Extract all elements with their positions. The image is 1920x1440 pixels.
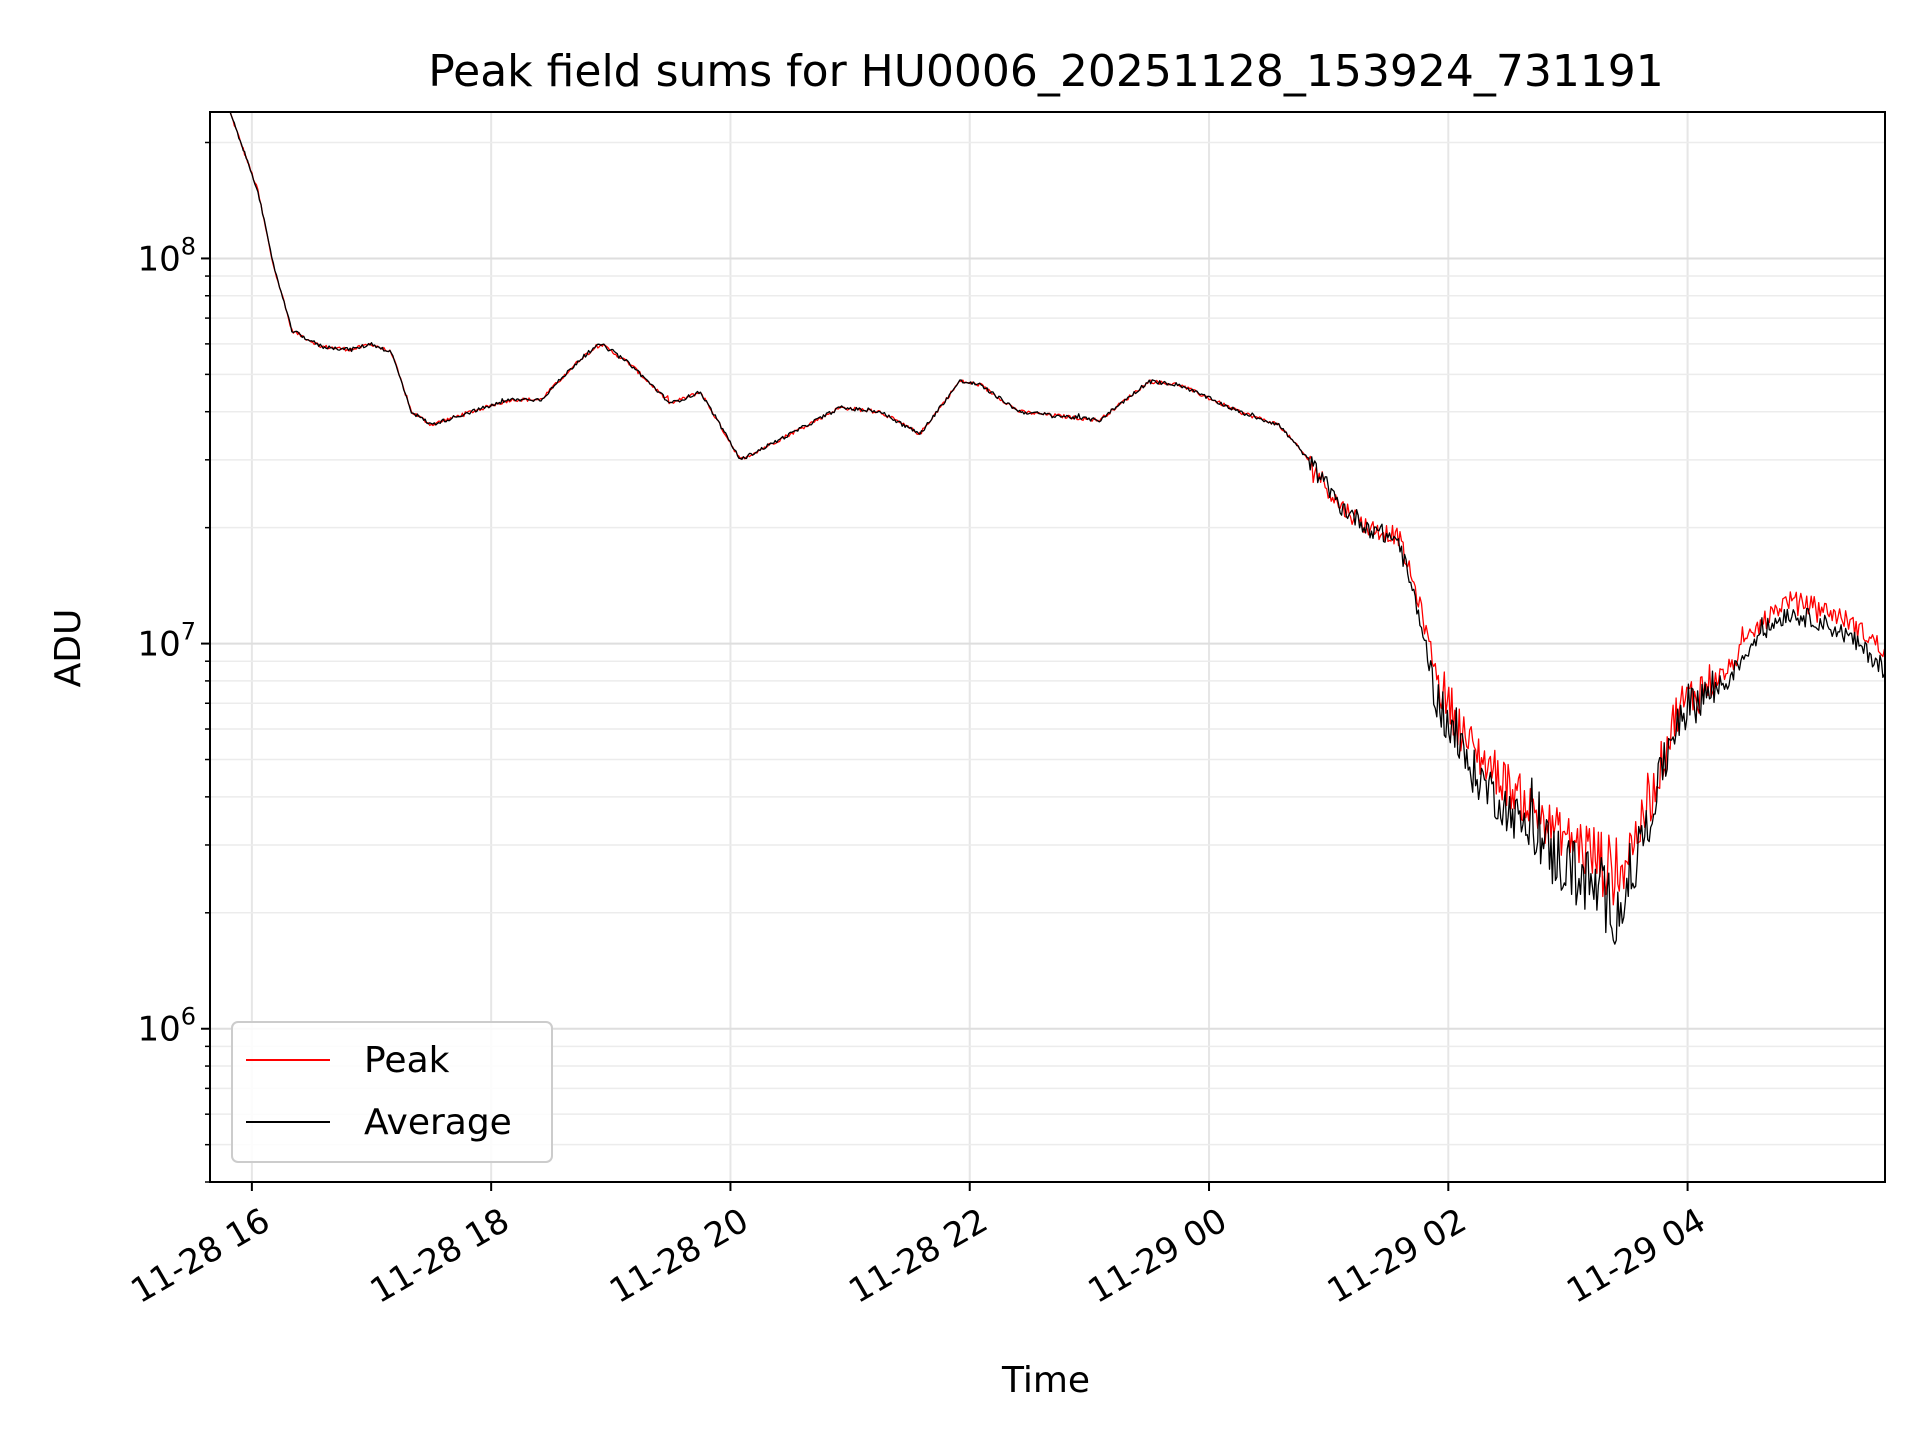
series-line-average: [229, 112, 1885, 945]
series-layer: [229, 112, 1885, 945]
x-axis-label: Time: [1001, 1360, 1090, 1401]
plot-frame: [209, 111, 1886, 1183]
y-tick-label: 108: [137, 232, 196, 279]
legend: Peak Average: [231, 1021, 553, 1163]
y-axis-label: ADU: [48, 609, 89, 688]
y-tick-label: 107: [137, 618, 196, 665]
legend-average-label: Average: [364, 1102, 512, 1143]
y-tick-label: 106: [137, 1003, 196, 1050]
legend-box: [231, 1021, 553, 1163]
legend-peak-label: Peak: [364, 1040, 450, 1081]
chart-title: Peak field sums for HU0006_20251128_1539…: [428, 46, 1664, 97]
